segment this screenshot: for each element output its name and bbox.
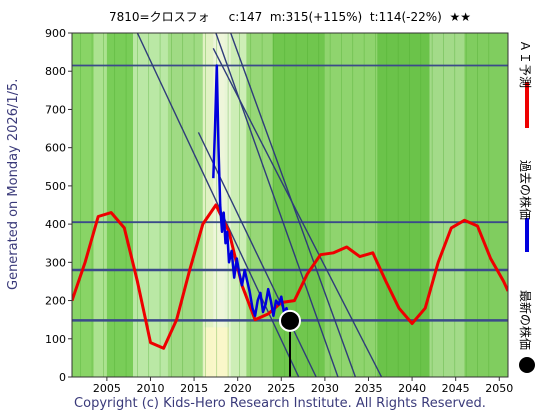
legend: [519, 82, 535, 373]
background-band: [93, 33, 107, 377]
x-tick-label: 2020: [224, 382, 252, 395]
background-band: [133, 33, 168, 377]
axes: 0 100 200 300 400 500 600 700 800 900 2005 2010 2015…: [45, 27, 513, 395]
y-tick-label: 800: [45, 65, 66, 78]
x-tick-label: 2045: [442, 382, 470, 395]
generated-date-note: Generated on Monday 2026/1/5.: [6, 78, 21, 290]
y-tick-label: 700: [45, 103, 66, 116]
background-band: [377, 33, 430, 377]
y-tick-label: 600: [45, 142, 66, 155]
legend-label-latest: 最新の株価: [518, 290, 532, 351]
x-tick-label: 2050: [485, 382, 513, 395]
x-tick-label: 2035: [354, 382, 382, 395]
y-tick-label: 200: [45, 295, 66, 308]
x-tick-label: 2040: [398, 382, 426, 395]
x-tick-label: 2005: [93, 382, 121, 395]
y-tick-label: 400: [45, 218, 66, 231]
chart-title: 7810=クロスフォ c:147 m:315(+115%) t:114(-22%…: [109, 10, 471, 24]
latest-price-marker: [279, 309, 301, 332]
legend-label-past: 過去の株価: [518, 160, 532, 221]
background-band: [106, 33, 134, 377]
legend-swatch-latest: [519, 357, 535, 373]
latest-marker-layer: [279, 309, 301, 377]
plot-border: [71, 32, 509, 378]
x-tick-label: 2025: [267, 382, 295, 395]
trend-line: [212, 47, 383, 377]
legend-label-ai: ＡＩ予測: [518, 40, 532, 89]
background-band: [72, 33, 94, 377]
y-tick-label: 100: [45, 333, 66, 346]
background-band: [464, 33, 508, 377]
past-price-line: [212, 64, 291, 320]
y-tick-label: 0: [59, 371, 66, 384]
x-tick-label: 2015: [180, 382, 208, 395]
y-tick-label: 900: [45, 27, 66, 40]
x-tick-label: 2030: [311, 382, 339, 395]
background-band: [429, 33, 465, 377]
copyright-footer: Copyright (c) Kids-Hero Research Institu…: [74, 396, 486, 411]
background-band: [246, 33, 273, 377]
y-tick-label: 500: [45, 180, 66, 193]
series-lines: [72, 64, 508, 350]
trend-line: [136, 33, 300, 377]
trend-lines: [136, 33, 383, 377]
x-tick-label: 2010: [136, 382, 164, 395]
y-tick-label: 300: [45, 256, 66, 269]
trend-line: [215, 33, 339, 377]
background-band: [324, 33, 378, 377]
ai-forecast-line: [72, 203, 508, 350]
